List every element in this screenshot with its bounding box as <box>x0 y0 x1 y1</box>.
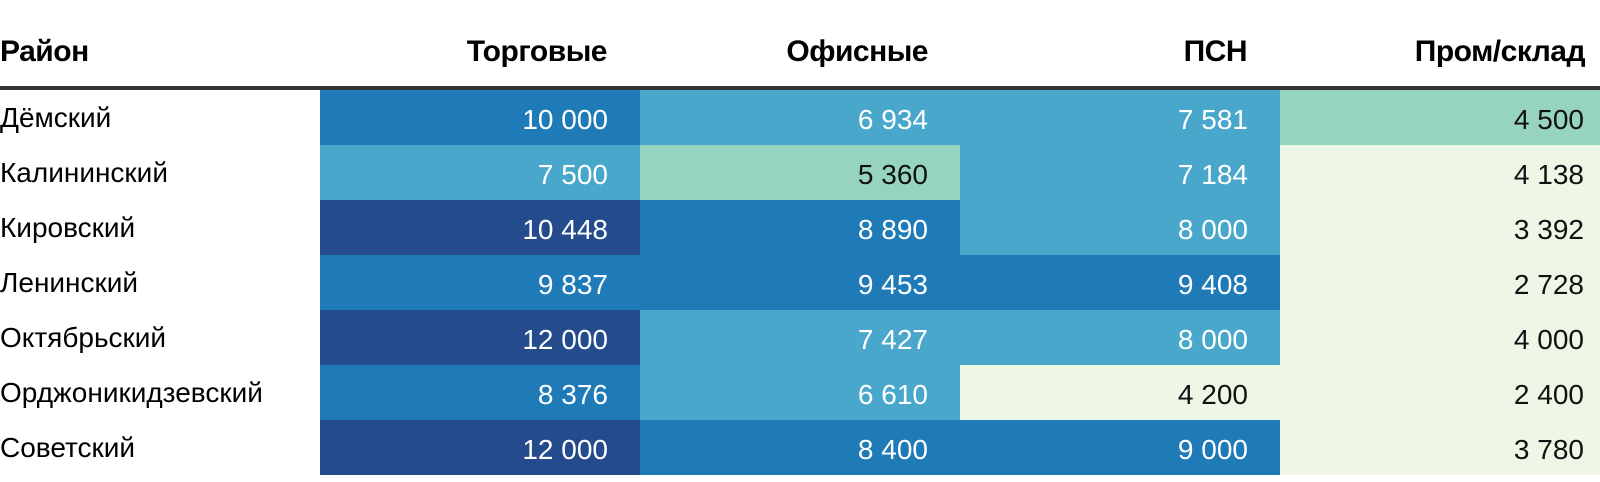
district-name: Кировский <box>0 200 320 255</box>
heat-cell: 12 000 <box>320 310 640 365</box>
heat-cell: 8 000 <box>960 310 1280 365</box>
heat-cell: 7 581 <box>960 90 1280 145</box>
heat-cell: 2 400 <box>1280 365 1600 420</box>
table-row: Октябрьский 12 000 7 427 8 000 4 000 <box>0 310 1600 365</box>
heat-cell: 9 000 <box>960 420 1280 475</box>
heat-cell: 9 408 <box>960 255 1280 310</box>
heat-cell: 10 000 <box>320 90 640 145</box>
table-row: Ленинский 9 837 9 453 9 408 2 728 <box>0 255 1600 310</box>
heat-cell: 6 610 <box>640 365 960 420</box>
heat-cell: 12 000 <box>320 420 640 475</box>
table-row: Калининский 7 500 5 360 7 184 4 138 <box>0 145 1600 200</box>
heat-cell: 4 500 <box>1280 90 1600 145</box>
district-name: Ленинский <box>0 255 320 310</box>
heat-cell: 8 000 <box>960 200 1280 255</box>
heat-cell: 8 400 <box>640 420 960 475</box>
heat-cell: 6 934 <box>640 90 960 145</box>
table-row: Кировский 10 448 8 890 8 000 3 392 <box>0 200 1600 255</box>
header-office: Офисные <box>786 35 928 68</box>
header-psn: ПСН <box>1183 35 1248 68</box>
header-district: Район <box>0 35 89 68</box>
heat-cell: 9 453 <box>640 255 960 310</box>
district-name: Советский <box>0 420 320 475</box>
heat-cell: 3 780 <box>1280 420 1600 475</box>
header-industrial: Пром/склад <box>1414 35 1586 68</box>
heat-cell: 10 448 <box>320 200 640 255</box>
header-retail: Торговые <box>466 35 608 68</box>
heat-cell: 8 890 <box>640 200 960 255</box>
table-row: Дёмский 10 000 6 934 7 581 4 500 <box>0 90 1600 145</box>
heat-cell: 9 837 <box>320 255 640 310</box>
heat-cell: 4 000 <box>1280 310 1600 365</box>
heat-cell: 7 184 <box>960 145 1280 200</box>
table-row: Советский 12 000 8 400 9 000 3 780 <box>0 420 1600 475</box>
table-header: Район Торговые Офисные ПСН Пром/склад <box>0 0 1600 90</box>
heat-cell: 4 138 <box>1280 145 1600 200</box>
heat-cell: 4 200 <box>960 365 1280 420</box>
district-name: Орджоникидзевский <box>0 365 320 420</box>
heat-cell: 5 360 <box>640 145 960 200</box>
heat-cell: 7 500 <box>320 145 640 200</box>
heat-cell: 8 376 <box>320 365 640 420</box>
heat-cell: 7 427 <box>640 310 960 365</box>
district-name: Калининский <box>0 145 320 200</box>
heat-cell: 2 728 <box>1280 255 1600 310</box>
table-row: Орджоникидзевский 8 376 6 610 4 200 2 400 <box>0 365 1600 420</box>
district-name: Дёмский <box>0 90 320 145</box>
heat-cell: 3 392 <box>1280 200 1600 255</box>
district-name: Октябрьский <box>0 310 320 365</box>
